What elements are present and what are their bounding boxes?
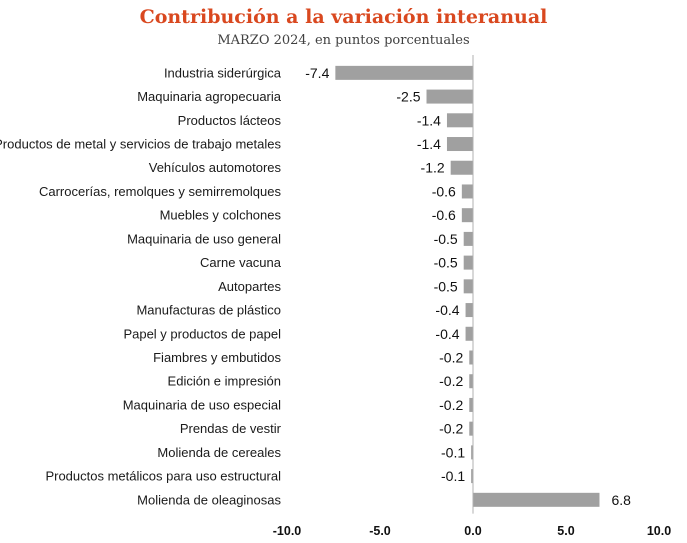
category-label: Productos metálicos para uso estructural	[45, 469, 281, 484]
data-label: -0.6	[432, 183, 456, 199]
data-label: -0.2	[439, 421, 463, 437]
data-label: -7.4	[305, 65, 329, 81]
bar	[335, 65, 473, 80]
bar	[465, 303, 473, 318]
category-label: Industria siderúrgica	[164, 65, 282, 80]
bar	[471, 445, 473, 460]
bar	[461, 208, 473, 223]
category-label: Molienda de cereales	[157, 445, 281, 460]
data-label: -0.2	[439, 350, 463, 366]
bar	[446, 137, 473, 152]
data-label: 6.8	[611, 492, 631, 508]
data-label: -0.1	[441, 444, 465, 460]
data-label: -0.1	[441, 468, 465, 484]
bar	[469, 421, 473, 436]
x-tick-label: -5.0	[369, 524, 391, 538]
category-label: Prendas de vestir	[180, 421, 282, 436]
category-label: Fiambres y embutidos	[153, 350, 281, 365]
data-label: -1.2	[421, 160, 445, 176]
category-label: Maquinaria agropecuaria	[137, 89, 282, 104]
bar	[469, 374, 473, 389]
bar	[463, 279, 473, 294]
data-label: -0.5	[434, 255, 458, 271]
bar	[463, 231, 473, 246]
bar	[469, 350, 473, 365]
data-label: -0.5	[434, 231, 458, 247]
bar	[461, 184, 473, 199]
category-label: Molienda de oleaginosas	[137, 492, 281, 507]
category-label: Papel y productos de papel	[123, 326, 281, 341]
bar	[450, 160, 473, 175]
category-label: Carne vacuna	[200, 255, 282, 270]
category-label: Vehículos automotores	[149, 160, 282, 175]
data-label: -1.4	[417, 112, 441, 128]
category-label: Manufacturas de plástico	[136, 303, 281, 318]
x-tick-label: 5.0	[557, 524, 574, 538]
data-label: -0.4	[435, 302, 459, 318]
bar	[463, 255, 473, 270]
category-label: Productos de metal y servicios de trabaj…	[0, 137, 281, 152]
category-label: Maquinaria de uso general	[127, 231, 281, 246]
data-label: -0.2	[439, 373, 463, 389]
x-tick-label: 0.0	[464, 524, 481, 538]
bar	[426, 89, 473, 104]
data-label: -2.5	[396, 89, 420, 105]
category-label: Muebles y colchones	[160, 208, 282, 223]
chart-title: Contribución a la variación interanual	[139, 6, 548, 28]
chart-subtitle: MARZO 2024, en puntos porcentuales	[217, 33, 470, 48]
category-label: Maquinaria de uso especial	[123, 397, 281, 412]
x-tick-label: 10.0	[647, 524, 671, 538]
category-label: Edición e impresión	[168, 374, 281, 389]
data-label: -0.5	[434, 278, 458, 294]
data-label: -0.6	[432, 207, 456, 223]
data-label: -0.4	[435, 326, 459, 342]
data-label: -0.2	[439, 397, 463, 413]
x-tick-label: -10.0	[273, 524, 302, 538]
category-label: Autopartes	[218, 279, 281, 294]
bar	[473, 492, 600, 507]
bar	[446, 113, 473, 128]
bar	[465, 326, 473, 341]
bar	[471, 469, 473, 484]
category-label: Productos lácteos	[178, 113, 282, 128]
bar	[469, 397, 473, 412]
data-label: -1.4	[417, 136, 441, 152]
category-label: Carrocerías, remolques y semirremolques	[39, 184, 282, 199]
